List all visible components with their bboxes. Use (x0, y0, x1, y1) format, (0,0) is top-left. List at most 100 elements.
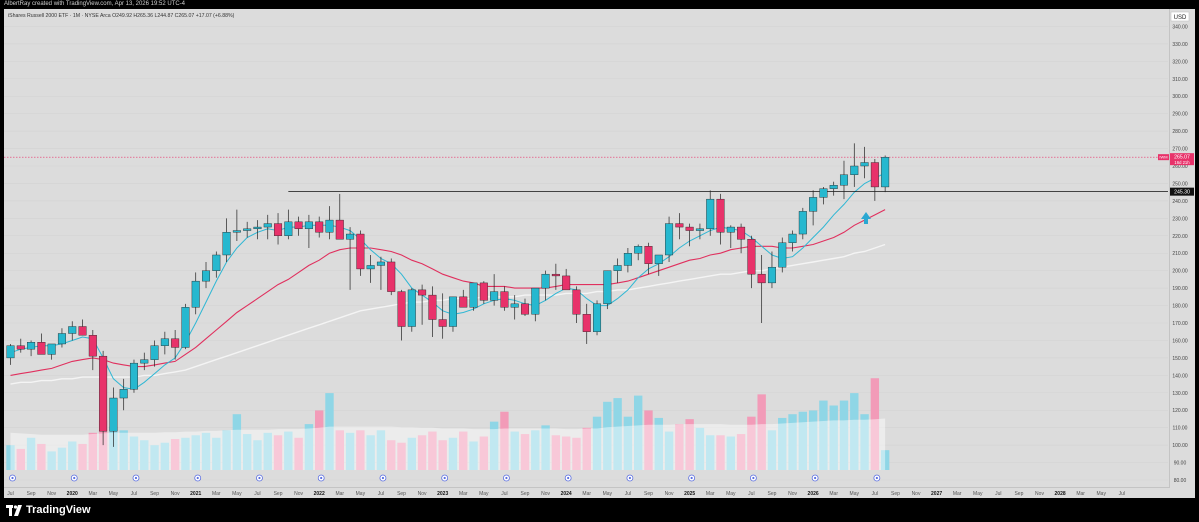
candle[interactable] (119, 378, 128, 411)
candle[interactable] (469, 282, 478, 311)
candle[interactable] (387, 258, 396, 296)
candle[interactable] (860, 146, 869, 179)
candle[interactable] (202, 261, 211, 289)
volume-bar (109, 426, 118, 470)
candle[interactable] (819, 186, 828, 205)
candle[interactable] (150, 340, 159, 367)
candle[interactable] (706, 190, 715, 236)
candle[interactable] (551, 263, 560, 290)
candle[interactable] (685, 223, 694, 247)
candle[interactable] (634, 244, 643, 261)
resistance-tag[interactable] (1170, 187, 1194, 196)
candle[interactable] (500, 286, 509, 311)
candle[interactable] (654, 254, 663, 276)
volume-bar (850, 393, 859, 470)
candle[interactable] (531, 287, 540, 322)
time-axis[interactable]: Jul Sep Nov 2020 Mar May Jul Sep Nov 2021 Mar May Ju… (4, 487, 1170, 498)
candle[interactable] (747, 235, 756, 289)
candle[interactable] (572, 286, 581, 324)
candle[interactable] (16, 338, 25, 353)
candle[interactable] (521, 298, 530, 317)
candle[interactable] (716, 193, 725, 245)
candle[interactable] (850, 143, 859, 187)
candle[interactable] (881, 155, 890, 193)
candle[interactable] (397, 289, 406, 341)
candle[interactable] (346, 227, 355, 290)
candle[interactable] (253, 220, 262, 240)
symbol-legend[interactable]: iShares Russell 2000 ETF · 1M · NYSE Arc… (8, 13, 235, 19)
candle[interactable] (767, 251, 776, 289)
candle[interactable] (294, 216, 303, 236)
candle[interactable] (809, 190, 818, 226)
candle[interactable] (27, 340, 36, 357)
candle[interactable] (191, 272, 200, 315)
candle[interactable] (613, 258, 622, 283)
candle[interactable] (788, 230, 797, 252)
candle[interactable] (366, 254, 375, 283)
last-price-tag-label: 265.07 (1174, 155, 1190, 161)
candle[interactable] (284, 209, 293, 240)
candle[interactable] (57, 328, 66, 348)
candle[interactable] (459, 289, 468, 308)
candle[interactable] (418, 284, 427, 325)
volume-bar (561, 436, 571, 470)
candle[interactable] (232, 209, 241, 242)
candle[interactable] (160, 331, 169, 355)
candle[interactable] (448, 296, 457, 332)
candle[interactable] (757, 254, 766, 324)
candle[interactable] (428, 286, 437, 337)
candle[interactable] (222, 218, 231, 262)
candle[interactable] (839, 160, 848, 200)
candle[interactable] (623, 248, 632, 273)
candle[interactable] (109, 387, 118, 447)
candle[interactable] (325, 206, 334, 240)
candle[interactable] (593, 300, 602, 336)
candle[interactable] (47, 343, 56, 360)
candle[interactable] (78, 319, 87, 336)
currency-box[interactable] (1170, 11, 1190, 22)
candle[interactable] (356, 230, 365, 276)
candle[interactable] (6, 343, 15, 365)
candle[interactable] (263, 214, 272, 240)
candle[interactable] (737, 223, 746, 254)
candle[interactable] (541, 270, 550, 301)
candle[interactable] (490, 274, 499, 306)
candle[interactable] (603, 270, 612, 310)
candle[interactable] (778, 237, 787, 273)
candle[interactable] (695, 223, 704, 240)
price-axis[interactable]: USD 80.00 90.00 100.00 110.00 120.00 130.00 14… (1158, 9, 1195, 498)
candle[interactable] (644, 242, 653, 275)
candle[interactable] (665, 216, 674, 262)
candle[interactable] (88, 329, 97, 371)
candle[interactable] (376, 256, 385, 290)
candle[interactable] (68, 321, 77, 341)
last-price-tag[interactable] (1170, 153, 1194, 166)
candle[interactable] (181, 303, 190, 350)
candle[interactable] (562, 268, 571, 291)
candle[interactable] (829, 181, 838, 196)
candle[interactable] (479, 281, 488, 304)
price-chart[interactable]: USD 80.00 90.00 100.00 110.00 120.00 130.00 14… (4, 9, 1195, 498)
candle[interactable] (726, 225, 735, 248)
candle[interactable] (510, 295, 519, 320)
candle[interactable] (129, 359, 138, 393)
candle[interactable] (315, 216, 324, 238)
candle[interactable] (304, 214, 313, 248)
candle[interactable] (438, 293, 447, 339)
candle[interactable] (212, 251, 221, 278)
candle[interactable] (870, 159, 879, 201)
candle[interactable] (140, 352, 149, 371)
candle[interactable] (243, 221, 252, 238)
candle[interactable] (37, 333, 46, 355)
candle[interactable] (99, 350, 108, 446)
tradingview-logo[interactable]: TradingView (6, 504, 91, 516)
candle[interactable] (675, 213, 684, 240)
candle[interactable] (335, 193, 344, 240)
candle[interactable] (798, 207, 807, 240)
candle[interactable] (274, 213, 283, 245)
candle[interactable] (407, 288, 416, 332)
candle[interactable] (582, 303, 591, 344)
candle[interactable] (171, 329, 180, 360)
candles[interactable] (6, 143, 890, 447)
chart-area[interactable]: USD 80.00 90.00 100.00 110.00 120.00 130.00 14… (4, 9, 1195, 498)
